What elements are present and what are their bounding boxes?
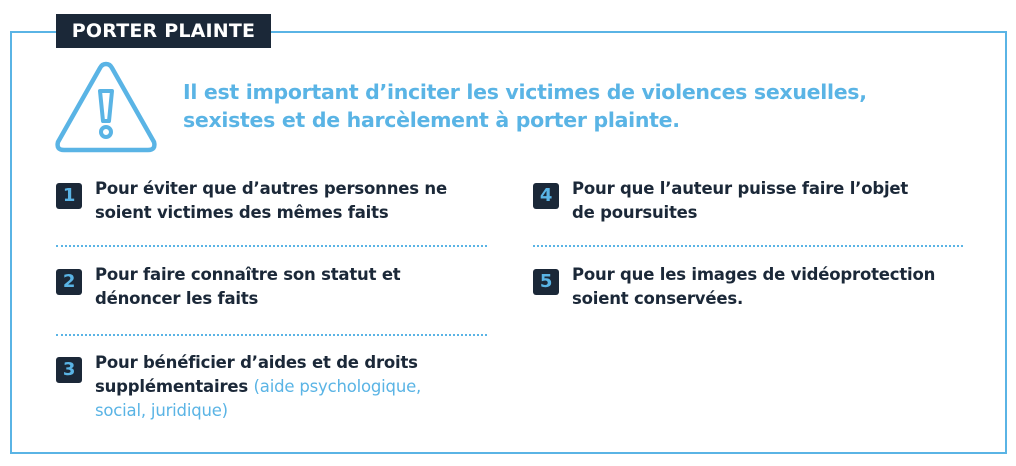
reason-item-4: 4 Pour que l’auteur puisse faire l’objet… [533,177,913,231]
reason-note: (aide psychologique, social, juridique) [95,377,422,420]
reason-item-1: 1 Pour éviter que d’autres personnes ne … [56,177,456,231]
number-badge: 5 [533,269,559,295]
reason-text: Pour faire connaître son statut et dénon… [95,265,401,308]
number-badge: 2 [56,269,82,295]
warning-triangle-icon [55,61,157,153]
number-badge: 3 [56,357,82,383]
number-badge: 4 [533,183,559,209]
reason-text: Pour bénéficier d’aides et de droits sup… [95,353,418,396]
content-frame [10,31,1007,454]
number-badge: 1 [56,183,82,209]
reason-text: Pour que les images de vidéoprotection s… [572,265,936,308]
divider [56,245,487,247]
reason-item-2: 2 Pour faire connaître son statut et dén… [56,263,416,317]
main-heading: Il est important d’inciter les victimes … [183,80,867,132]
reason-text: Pour que l’auteur puisse faire l’objet d… [572,179,909,222]
divider [56,334,487,336]
reason-text: Pour éviter que d’autres personnes ne so… [95,179,447,222]
reason-item-3: 3 Pour bénéficier d’aides et de droits s… [56,351,466,423]
section-tag: PORTER PLAINTE [56,14,271,48]
divider [533,245,963,247]
reason-item-5: 5 Pour que les images de vidéoprotection… [533,263,953,317]
